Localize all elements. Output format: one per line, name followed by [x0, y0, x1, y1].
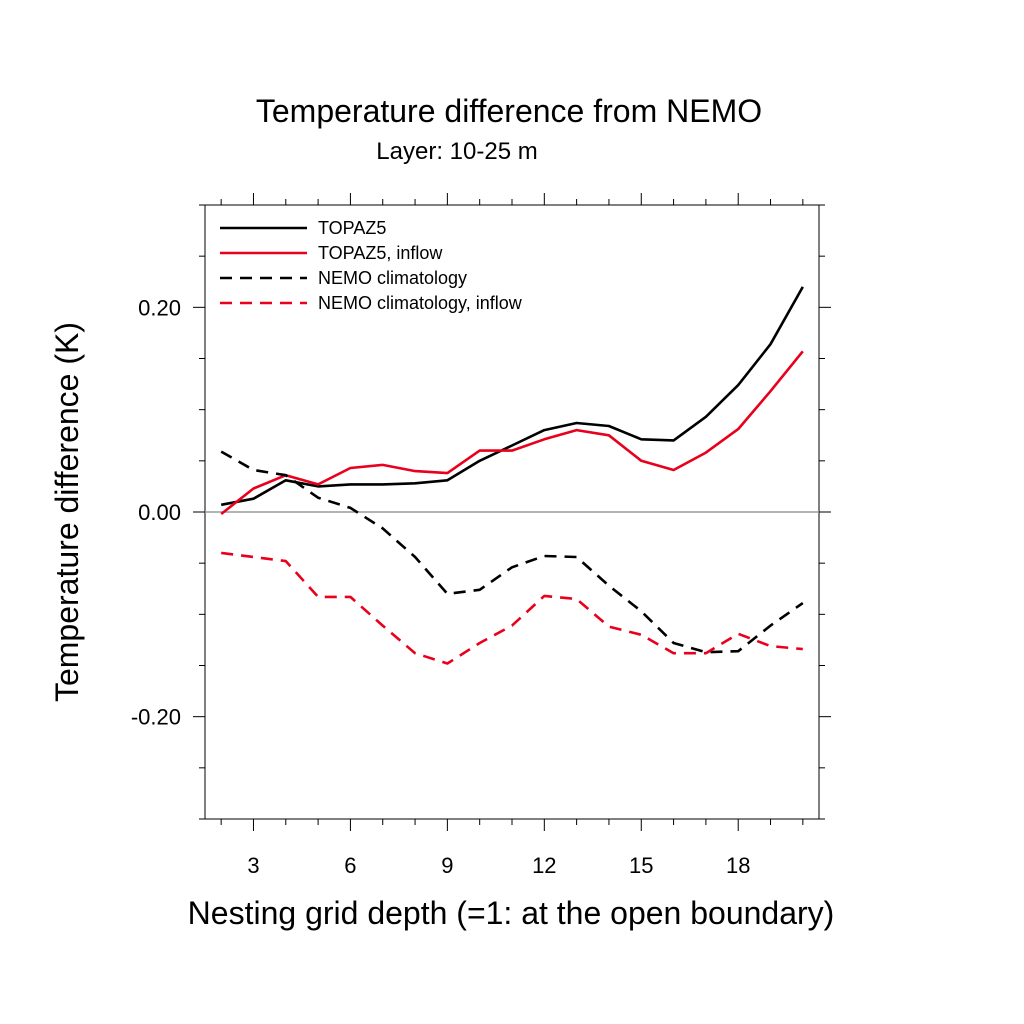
- legend-label-2: TOPAZ5, inflow: [318, 243, 443, 263]
- y-axis-label: Temperature difference (K): [49, 322, 85, 702]
- legend-label-4: NEMO climatology, inflow: [318, 293, 523, 313]
- y-tick-label: 0.00: [138, 500, 181, 525]
- x-tick-label: 18: [726, 853, 750, 878]
- series-line-2: [220, 350, 804, 516]
- x-tick-label: 6: [344, 853, 356, 878]
- legend-label-3: NEMO climatology: [318, 268, 467, 288]
- y-tick-label: -0.20: [131, 705, 181, 730]
- y-tick-label: 0.20: [138, 295, 181, 320]
- series-line-3: [220, 450, 804, 654]
- x-tick-label: 15: [629, 853, 653, 878]
- x-tick-label: 9: [441, 853, 453, 878]
- chart-subtitle: Layer: 10-25 m: [376, 138, 537, 165]
- plot-area: 3 6 9 12 15 18 -0.20 0.00 0.20: [131, 193, 831, 878]
- x-tick-label: 3: [247, 853, 259, 878]
- series-line-1: [220, 286, 804, 507]
- x-tick-label: 12: [532, 853, 556, 878]
- chart-title: Temperature difference from NEMO: [256, 93, 762, 129]
- x-axis-label: Nesting grid depth (=1: at the open boun…: [188, 895, 835, 931]
- series-line-4: [221, 551, 803, 665]
- legend: TOPAZ5 TOPAZ5, inflow NEMO climatology NEMO…: [220, 218, 523, 313]
- legend-label-1: TOPAZ5: [318, 218, 386, 238]
